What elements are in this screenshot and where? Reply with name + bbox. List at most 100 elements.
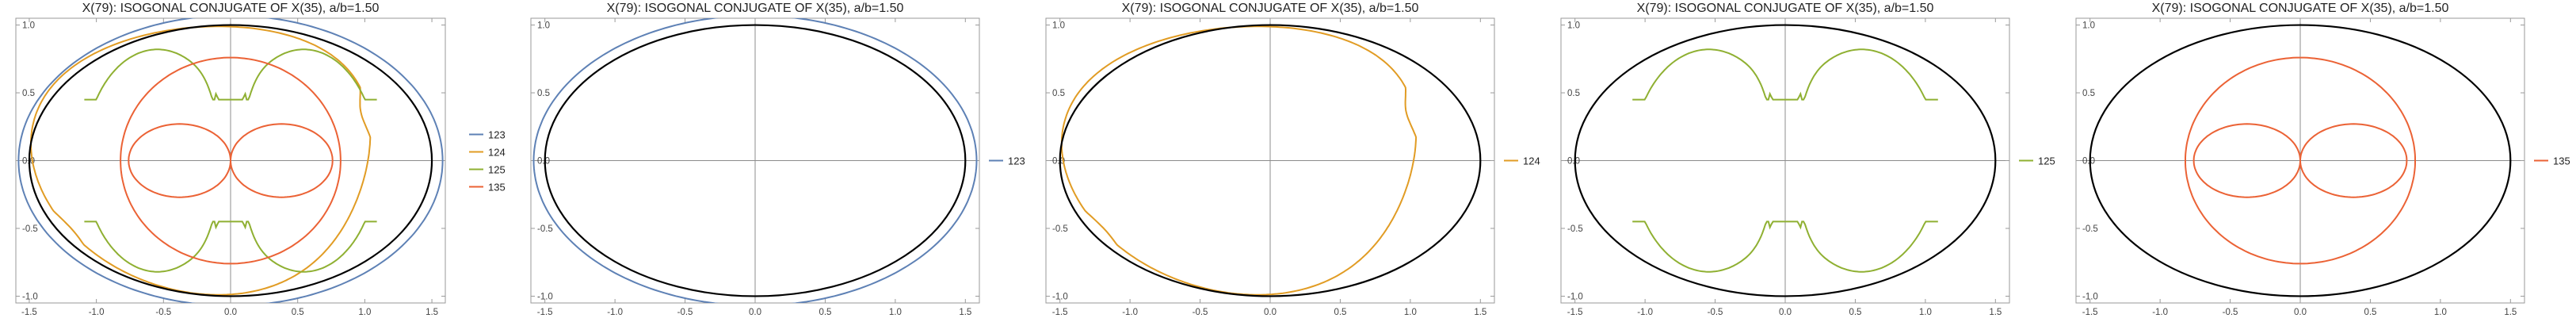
chart-title: X(79): ISOGONAL CONJUGATE OF X(35), a/b=… [1122, 2, 1419, 15]
legend-label: 125 [488, 164, 506, 176]
plot-area [17, 18, 444, 303]
chart-title: X(79): ISOGONAL CONJUGATE OF X(35), a/b=… [82, 2, 380, 15]
x-tick-label: 1.5 [959, 308, 971, 317]
x-tick-label: -0.5 [2223, 308, 2238, 317]
series-line-135 [120, 56, 342, 265]
x-tick-label: -1.5 [537, 308, 553, 317]
chart-title: X(79): ISOGONAL CONJUGATE OF X(35), a/b=… [2152, 2, 2449, 15]
x-tick-label: 0.5 [819, 308, 831, 317]
x-tick-label: -1.5 [21, 308, 37, 317]
y-tick-label: 0.5 [22, 89, 35, 98]
series-line-125 [84, 220, 377, 273]
y-tick-label: 0.0 [2082, 157, 2095, 167]
x-tick-label: 1.5 [1474, 308, 1486, 317]
legend-label: 135 [488, 182, 506, 194]
x-tick-label: -1.5 [1567, 308, 1583, 317]
x-tick-label: -1.5 [2082, 308, 2098, 317]
x-tick-label: -0.5 [155, 308, 171, 317]
y-tick-label: -1.0 [1052, 292, 1068, 301]
y-tick-label: -1.0 [22, 292, 38, 301]
y-tick-label: -0.5 [1052, 224, 1068, 234]
x-tick-label: 0.5 [292, 308, 304, 317]
plot-area [1059, 24, 1482, 297]
y-tick-label: 0.5 [537, 89, 550, 98]
y-tick-label: 1.0 [22, 21, 35, 31]
reference-ellipse [1059, 24, 1482, 297]
x-tick-label: 1.0 [1919, 308, 1932, 317]
series-line-123 [532, 18, 978, 303]
x-tick-label: -1.0 [2152, 308, 2168, 317]
legend-label: 123 [1008, 155, 1025, 167]
y-tick-label: 1.0 [1567, 21, 1580, 31]
x-tick-label: -1.0 [607, 308, 623, 317]
x-tick-label: 0.0 [2294, 308, 2307, 317]
y-tick-label: 1.0 [2082, 21, 2095, 31]
x-tick-label: 0.5 [2364, 308, 2376, 317]
legend-label: 123 [488, 129, 506, 141]
x-tick-label: 1.0 [1404, 308, 1417, 317]
y-tick-label: 0.0 [537, 157, 550, 167]
y-tick-label: 0.0 [1052, 157, 1065, 167]
x-tick-label: -1.0 [1637, 308, 1653, 317]
y-tick-label: -1.0 [537, 292, 553, 301]
legend-label: 124 [488, 147, 506, 159]
x-tick-label: -0.5 [1193, 308, 1208, 317]
x-tick-label: 1.0 [889, 308, 902, 317]
x-tick-label: -1.0 [89, 308, 105, 317]
reference-ellipse [2089, 24, 2512, 297]
x-tick-label: 1.0 [358, 308, 371, 317]
x-tick-label: -0.5 [677, 308, 693, 317]
y-tick-label: -0.5 [2082, 224, 2098, 234]
x-tick-label: -1.0 [1122, 308, 1138, 317]
series-line-135 [128, 123, 231, 198]
series-line-123 [17, 18, 444, 303]
x-tick-label: 0.5 [1849, 308, 1861, 317]
reference-ellipse [544, 24, 967, 297]
y-tick-label: 1.0 [1052, 21, 1065, 31]
x-tick-label: 1.0 [2434, 308, 2447, 317]
series-line-125 [1632, 48, 1938, 101]
panels: X(79): ISOGONAL CONJUGATE OF X(35), a/b=… [15, 2, 2570, 317]
series-line-135 [229, 123, 334, 198]
y-tick-label: 0.5 [2082, 89, 2095, 98]
plot-area [2089, 24, 2512, 297]
series-line-135 [2299, 123, 2408, 198]
chart-panel-4: X(79): ISOGONAL CONJUGATE OF X(35), a/b=… [1560, 2, 2055, 317]
chart-panel-3: X(79): ISOGONAL CONJUGATE OF X(35), a/b=… [1045, 2, 1540, 317]
plot-area [532, 18, 978, 303]
x-tick-label: 0.5 [1334, 308, 1346, 317]
y-tick-label: 0.0 [1567, 157, 1580, 167]
y-tick-label: -0.5 [537, 224, 553, 234]
x-tick-label: 1.5 [2504, 308, 2517, 317]
series-line-135 [2185, 56, 2416, 265]
y-tick-label: -0.5 [1567, 224, 1583, 234]
chart-title: X(79): ISOGONAL CONJUGATE OF X(35), a/b=… [1637, 2, 1934, 15]
y-tick-label: -0.5 [22, 224, 38, 234]
legend-label: 124 [1523, 155, 1540, 167]
series-line-124 [30, 25, 372, 296]
x-tick-label: 1.5 [426, 308, 438, 317]
series-line-124 [1060, 25, 1418, 296]
x-tick-label: -0.5 [1708, 308, 1723, 317]
legend-label: 135 [2553, 155, 2570, 167]
reference-ellipse [28, 24, 433, 297]
x-tick-label: 1.5 [1989, 308, 2002, 317]
plot-area [1574, 24, 1997, 297]
chart-title: X(79): ISOGONAL CONJUGATE OF X(35), a/b=… [607, 2, 904, 15]
chart-panel-1: X(79): ISOGONAL CONJUGATE OF X(35), a/b=… [15, 2, 506, 317]
legend-label: 125 [2038, 155, 2055, 167]
series-line-125 [1632, 220, 1938, 273]
series-line-135 [2192, 123, 2301, 198]
chart-panel-5: X(79): ISOGONAL CONJUGATE OF X(35), a/b=… [2075, 2, 2570, 317]
x-tick-label: 0.0 [749, 308, 761, 317]
reference-ellipse [1574, 24, 1997, 297]
y-tick-label: -1.0 [2082, 292, 2098, 301]
y-tick-label: 1.0 [537, 21, 550, 31]
series-line-125 [84, 48, 377, 101]
chart-panel-2: X(79): ISOGONAL CONJUGATE OF X(35), a/b=… [530, 2, 1025, 317]
y-tick-label: -1.0 [1567, 292, 1583, 301]
x-tick-label: 0.0 [224, 308, 237, 317]
y-tick-label: 0.5 [1052, 89, 1065, 98]
x-tick-label: -1.5 [1052, 308, 1068, 317]
